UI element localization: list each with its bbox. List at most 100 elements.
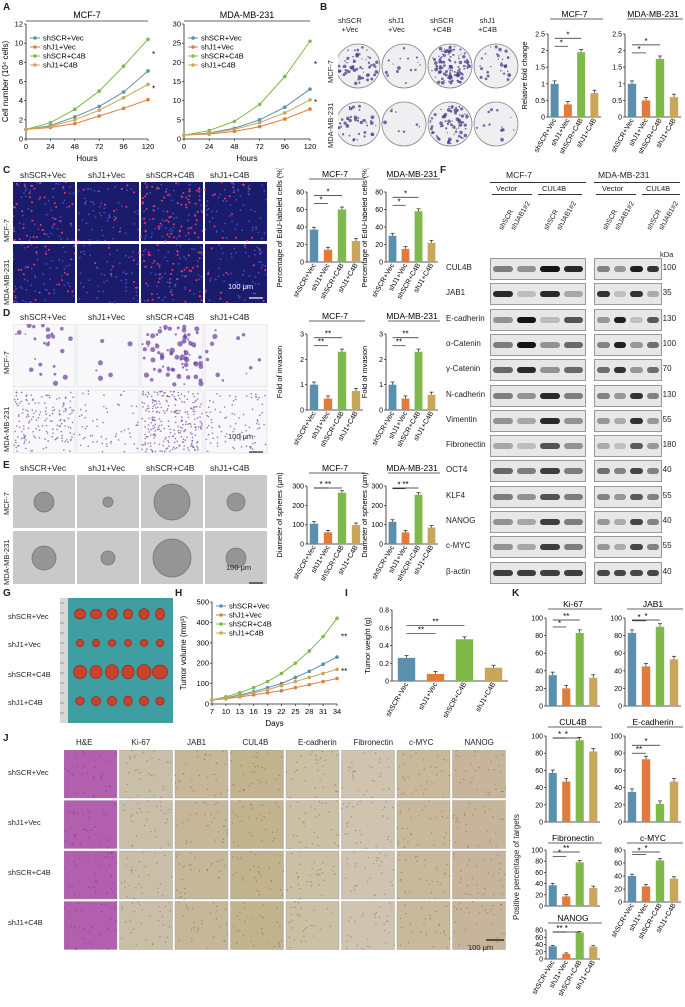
nucleus [51, 216, 54, 219]
wb-band [613, 392, 626, 399]
colony [447, 137, 452, 142]
ihc-stain [369, 765, 371, 768]
ihc-stain [318, 800, 321, 803]
nucleus [224, 222, 226, 225]
y-tick-label: 6 [19, 77, 23, 86]
colony [458, 105, 461, 108]
ihc-stain [248, 817, 250, 819]
ihc-stain [379, 775, 381, 778]
invaded-cell [190, 443, 193, 446]
colony [395, 70, 399, 73]
wb-band [630, 392, 643, 399]
invaded-cell [173, 395, 176, 398]
nucleus [91, 228, 94, 231]
sph-col-4: shJ1+C4B [210, 463, 250, 473]
invaded-cell [245, 372, 248, 375]
ihc-stain [309, 753, 312, 756]
ihc-stain [260, 819, 263, 821]
nucleus [45, 213, 48, 216]
colony [496, 53, 498, 56]
ihc-stain [216, 762, 218, 765]
nucleus [223, 188, 226, 191]
bar [575, 932, 584, 959]
edu-cell [188, 194, 191, 197]
nucleus [44, 299, 47, 301]
nucleus [259, 216, 262, 219]
invaded-cell [142, 347, 147, 352]
ihc-stain [472, 814, 474, 816]
wb-band [563, 316, 583, 323]
y-tick-label: 0 [618, 820, 622, 827]
wb-band [516, 443, 536, 450]
nucleus [42, 282, 45, 285]
ihc-stain [191, 940, 193, 942]
nucleus [20, 243, 23, 246]
nucleus [248, 193, 250, 196]
nucleus [242, 283, 245, 286]
ihc-stain [183, 772, 185, 775]
ihc-stain [159, 910, 161, 913]
nucleus [88, 243, 91, 246]
ihc-stain [85, 943, 88, 945]
ihc-stain [487, 912, 489, 914]
edu-cell [39, 182, 42, 184]
edu-cell [145, 208, 148, 211]
invaded-cell [209, 411, 211, 413]
invaded-cell [64, 408, 67, 410]
ihc-stain [310, 924, 312, 927]
ihc-stain [379, 852, 381, 854]
edu-cell [150, 266, 153, 269]
ihc-stain [157, 891, 160, 894]
nucleus [218, 267, 221, 270]
invaded-cell [231, 404, 234, 406]
invaded-cell [64, 425, 66, 427]
ihc-stain [418, 878, 421, 880]
data-point [279, 688, 284, 693]
ihc-stain [64, 767, 66, 769]
invaded-cell [15, 441, 17, 444]
invaded-cell [73, 433, 75, 436]
nucleus [228, 214, 231, 217]
panel-label-k: K [512, 588, 520, 599]
edu-cell [180, 225, 183, 228]
ihc-stain [233, 925, 235, 927]
colony [464, 113, 466, 115]
colony [352, 137, 356, 141]
ihc-stain [267, 753, 269, 755]
invaded-cell [167, 420, 170, 423]
invaded-cell [187, 338, 190, 341]
colony [432, 57, 434, 59]
invaded-cell [78, 433, 81, 436]
invaded-cell [212, 401, 215, 403]
nucleus [113, 301, 116, 304]
colony [489, 108, 493, 112]
invaded-cell [163, 450, 166, 453]
nucleus [106, 187, 109, 190]
ihc-stain [487, 944, 489, 946]
ihc-stain [340, 807, 343, 810]
nucleus [49, 267, 52, 270]
bar [562, 781, 571, 822]
data-point [265, 679, 270, 684]
ihc-stain [316, 844, 319, 847]
ihc-stain [276, 829, 279, 831]
ihc-stain [229, 752, 232, 754]
nucleus [234, 228, 237, 231]
edu-cell [151, 293, 154, 296]
invaded-cell [47, 440, 50, 442]
wb-band [563, 392, 583, 399]
ihc-stain [478, 911, 481, 914]
invaded-cell [232, 446, 234, 449]
ihc-stain [244, 908, 246, 910]
ihc-stain [114, 753, 117, 755]
ihc-stain [93, 759, 95, 761]
nucleus [164, 256, 167, 259]
invaded-cell [15, 391, 18, 394]
colony [455, 139, 459, 143]
ihc-stain [125, 865, 127, 867]
ihc-stain [92, 795, 95, 797]
y-tick-label: 60 [535, 768, 543, 775]
invaded-cell [219, 411, 222, 413]
wb-group-cul4b-2: CUL4B [646, 184, 671, 193]
data-point [232, 119, 237, 124]
